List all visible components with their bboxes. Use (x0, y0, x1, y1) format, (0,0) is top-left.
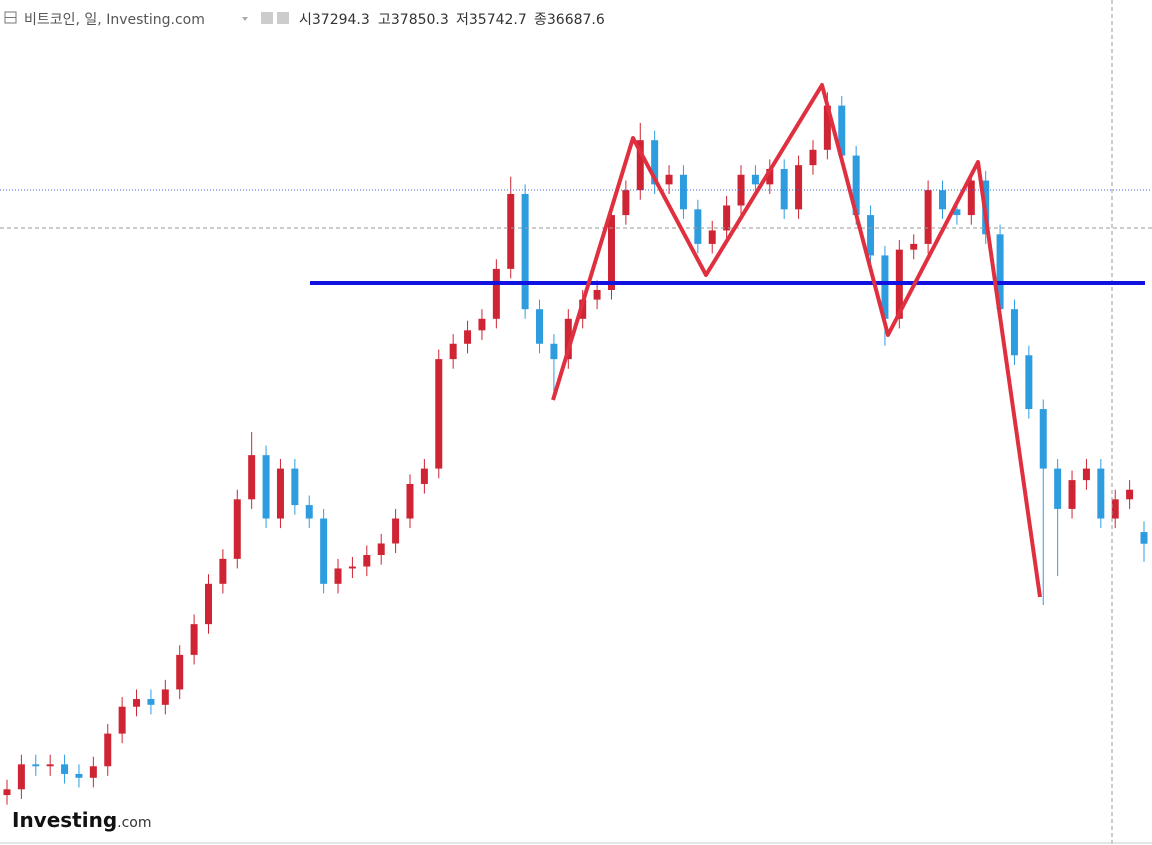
candle-body (334, 568, 342, 584)
dropdown-arrow[interactable] (242, 17, 248, 21)
candle-body (723, 205, 731, 231)
candle-body (708, 230, 716, 244)
candle-body (867, 215, 875, 256)
candle-body (449, 343, 457, 360)
icon[interactable] (261, 12, 273, 24)
candle-body (651, 140, 659, 185)
candle-body (291, 468, 299, 506)
candle-body (967, 180, 975, 216)
candle-body (32, 764, 40, 767)
candle-body (910, 243, 918, 250)
chart-title: 비트코인, 일, Investing.com (24, 12, 205, 28)
high-label: 고 (378, 12, 391, 28)
candle-body (507, 193, 515, 269)
candle-body (536, 309, 544, 344)
candle-body (1140, 532, 1148, 544)
candle-body (1039, 409, 1047, 469)
ohlc: 시37294.3 고37850.3 저35742.7 종36687.6 (299, 12, 605, 28)
candle-body (766, 169, 774, 185)
candle-body (89, 766, 97, 778)
candle-body (46, 764, 54, 767)
candle-body (1054, 468, 1062, 509)
candles (3, 92, 1148, 805)
logo: Investing.com (12, 808, 152, 832)
candle-body (996, 234, 1004, 310)
candle-body (838, 105, 846, 156)
candle-body (435, 359, 443, 469)
candle-body (406, 483, 414, 519)
candle-body (492, 268, 500, 319)
candle-body (881, 255, 889, 319)
candle-body (204, 583, 212, 625)
candle-body (219, 558, 227, 584)
candle-body (420, 468, 428, 484)
low-value: 35742.7 (469, 12, 527, 28)
candle-body (3, 789, 11, 796)
close-value: 36687.6 (547, 12, 605, 28)
candle-body (248, 455, 256, 500)
candle-body (780, 169, 788, 210)
header: 비트코인, 일, Investing.com 시37294.3 고37850.3… (4, 11, 605, 28)
candle-body (118, 706, 126, 734)
candle-body (564, 318, 572, 360)
candle-body (147, 699, 155, 705)
open-label: 시 (299, 12, 312, 28)
candle-body (262, 455, 270, 519)
candle-body (852, 155, 860, 216)
candle-body (751, 174, 759, 185)
candle-body (795, 165, 803, 210)
candle-body (190, 624, 198, 655)
candle-body (622, 190, 630, 216)
candle-body (1082, 468, 1090, 481)
candle-body (348, 566, 356, 569)
icon[interactable] (277, 12, 289, 24)
candle-body (464, 330, 472, 344)
candle-body (607, 215, 615, 290)
candle-body (363, 555, 371, 567)
candle-body (61, 764, 69, 774)
candle-body (665, 174, 673, 185)
candle-body (233, 499, 241, 559)
candle-body (953, 209, 961, 216)
close-label: 종 (534, 12, 547, 28)
high-value: 37850.3 (391, 12, 449, 28)
candle-body (377, 543, 385, 556)
candle-body (1068, 480, 1076, 509)
candle-body (593, 289, 601, 300)
candle-body (636, 140, 644, 191)
candle-body (104, 733, 112, 767)
candle-body (392, 518, 400, 544)
logo-name: Investing (12, 808, 117, 832)
candle-body (276, 468, 284, 519)
candle-body (17, 764, 25, 790)
candle-body (75, 773, 83, 778)
pattern-zigzag (551, 83, 1042, 598)
candle-body (694, 209, 702, 244)
candle-body (1126, 489, 1134, 500)
candle-body (550, 343, 558, 360)
candle-body (133, 699, 141, 707)
candle-body (161, 689, 169, 705)
candle-body (1010, 309, 1018, 356)
candle-body (1111, 499, 1119, 519)
logo-suffix: .com (117, 815, 151, 831)
open-value: 37294.3 (312, 12, 370, 28)
candle-body (176, 654, 184, 690)
candle-body (320, 518, 328, 584)
low-label: 저 (456, 12, 469, 28)
candle-body (924, 190, 932, 244)
candle-body (1025, 355, 1033, 410)
candle-body (939, 190, 947, 210)
candle-body (1097, 468, 1105, 519)
candle-body (478, 318, 486, 331)
candle-body (679, 174, 687, 210)
candle-body (809, 149, 817, 166)
candle-body (823, 105, 831, 150)
candle-body (521, 193, 529, 310)
candle-body (305, 505, 313, 519)
